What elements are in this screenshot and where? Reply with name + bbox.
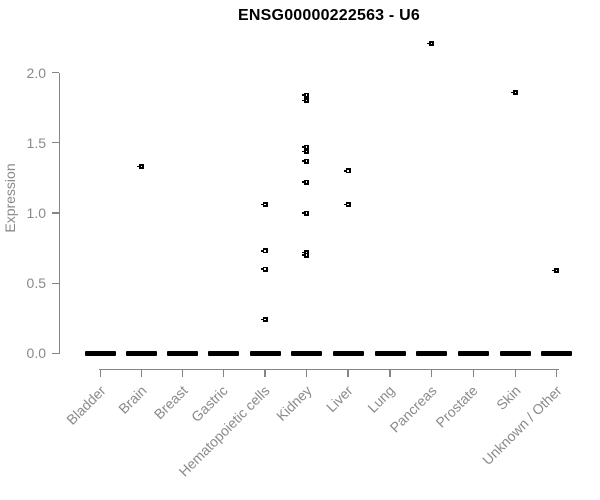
data-point	[511, 89, 519, 95]
x-axis-tick	[431, 369, 433, 377]
y-axis-tick	[52, 352, 59, 354]
data-point	[260, 266, 268, 272]
data-point	[302, 92, 310, 98]
data-point	[137, 164, 145, 170]
data-point	[302, 249, 310, 255]
zero-cluster-dash	[416, 350, 448, 357]
x-axis-tick	[182, 369, 184, 377]
data-point	[302, 148, 310, 154]
zero-cluster-dash	[126, 350, 158, 357]
data-point	[302, 158, 310, 164]
y-axis-line	[59, 72, 61, 354]
y-axis-tick	[52, 282, 59, 284]
zero-cluster-dash	[85, 350, 117, 357]
x-axis-tick	[306, 369, 308, 377]
zero-cluster-dash	[457, 350, 489, 357]
x-axis-tick	[222, 369, 224, 377]
y-tick-label: 0.0	[26, 345, 46, 362]
zero-cluster-dash	[541, 350, 573, 357]
x-axis-tick	[347, 369, 349, 377]
x-axis-tick	[389, 369, 391, 377]
data-point	[260, 202, 268, 208]
zero-cluster-dash	[167, 350, 199, 357]
data-point	[302, 210, 310, 216]
x-axis-tick	[264, 369, 266, 377]
zero-cluster-dash	[374, 350, 406, 357]
y-axis-tick	[52, 72, 59, 74]
data-point	[343, 202, 351, 208]
y-axis-label: Expression	[2, 163, 18, 233]
x-axis-tick	[141, 369, 143, 377]
zero-cluster-dash	[500, 350, 532, 357]
y-tick-label: 2.0	[26, 64, 46, 81]
data-point	[260, 317, 268, 323]
zero-cluster-dash	[332, 350, 364, 357]
x-axis-line	[99, 369, 559, 371]
data-point	[302, 144, 310, 150]
data-point	[302, 252, 310, 258]
data-point	[552, 268, 560, 274]
data-point	[302, 98, 310, 104]
y-axis-tick	[52, 212, 59, 214]
data-point	[343, 168, 351, 174]
zero-cluster-dash	[207, 350, 239, 357]
data-point	[427, 40, 435, 46]
y-tick-label: 0.5	[26, 275, 46, 292]
x-axis-tick	[472, 369, 474, 377]
x-axis-tick	[100, 369, 102, 377]
y-tick-label: 1.0	[26, 205, 46, 221]
x-axis-tick	[556, 369, 558, 377]
y-tick-label: 1.5	[26, 134, 46, 151]
zero-cluster-dash	[249, 350, 281, 357]
y-axis-tick	[52, 142, 59, 144]
x-axis-tick	[515, 369, 517, 377]
data-point	[302, 179, 310, 185]
data-point	[260, 248, 268, 254]
chart-title: ENSG00000222563 - U6	[238, 7, 420, 24]
zero-cluster-dash	[291, 350, 323, 357]
